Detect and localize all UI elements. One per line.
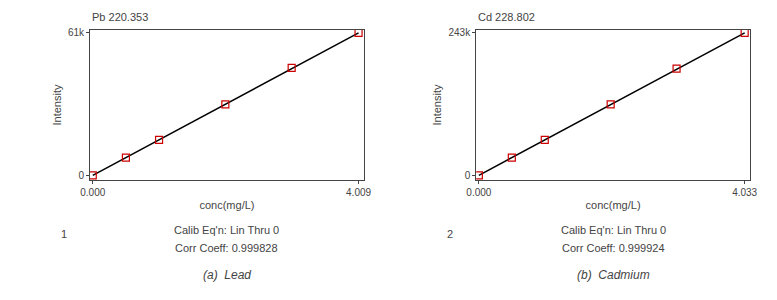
svg-text:0.000: 0.000 <box>80 187 105 198</box>
svg-text:Intensity: Intensity <box>431 84 443 125</box>
svg-text:Cd 228.802: Cd 228.802 <box>478 11 535 23</box>
svg-text:0: 0 <box>465 170 471 181</box>
svg-text:(a) Lead: (a) Lead <box>203 268 251 282</box>
svg-text:(b) Cadmium: (b) Cadmium <box>577 268 650 282</box>
svg-text:4.033: 4.033 <box>732 187 757 198</box>
svg-text:Pb 220.353: Pb 220.353 <box>92 11 148 23</box>
svg-text:0.000: 0.000 <box>466 187 491 198</box>
svg-text:Calib Eq'n: Lin Thru 0: Calib Eq'n: Lin Thru 0 <box>174 224 279 236</box>
svg-text:Corr Coeff: 0.999828: Corr Coeff: 0.999828 <box>175 242 278 254</box>
svg-text:1: 1 <box>61 228 67 240</box>
svg-text:Intensity: Intensity <box>51 84 63 125</box>
svg-text:conc(mg/L): conc(mg/L) <box>199 199 254 211</box>
svg-text:Calib Eq'n: Lin Thru 0: Calib Eq'n: Lin Thru 0 <box>561 224 666 236</box>
svg-text:0: 0 <box>79 170 85 181</box>
svg-text:243k: 243k <box>449 27 472 38</box>
svg-text:2: 2 <box>447 228 453 240</box>
svg-text:61k: 61k <box>68 27 85 38</box>
svg-text:4.009: 4.009 <box>346 187 371 198</box>
svg-text:conc(mg/L): conc(mg/L) <box>586 199 641 211</box>
svg-text:Corr Coeff: 0.999924: Corr Coeff: 0.999924 <box>562 242 665 254</box>
